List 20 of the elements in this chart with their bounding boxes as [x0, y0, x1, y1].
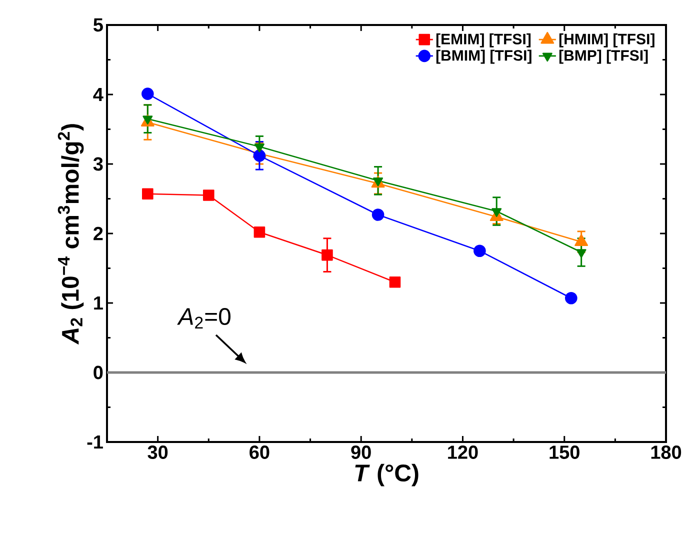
y-tick-label: -1 — [87, 435, 103, 449]
y-tick-label: 5 — [93, 18, 103, 32]
legend-label: [BMIM] [TFSI] — [436, 50, 532, 64]
y-tick-label: 0 — [94, 366, 103, 380]
legend-label: [EMIM] [TFSI] — [436, 33, 531, 48]
x-tick-label: 180 — [651, 446, 682, 459]
ref-line-label: A$_{2}$=0 — [177, 308, 230, 329]
x-tick-label: 90 — [351, 446, 371, 459]
y-tick-label: 3 — [93, 157, 103, 171]
y-tick-label: 2 — [94, 226, 103, 240]
x-tick-label: 150 — [550, 446, 580, 459]
x-axis-title: T (°C) — [355, 464, 418, 486]
legend-label: [HMIM] [TFSI] — [559, 33, 654, 48]
y-tick-label: 4 — [93, 88, 104, 102]
x-tick-label: 30 — [148, 446, 168, 460]
y-tick-label: 1 — [94, 296, 103, 310]
x-tick-label: 60 — [250, 446, 270, 459]
text: A$_{2}$ (10$^{−4}$ cm$^{3}$mol/g$^{2}$) — [58, 124, 84, 345]
x-tick-label: 120 — [448, 446, 478, 459]
legend-label: [BMP] [TFSI] — [559, 50, 648, 64]
